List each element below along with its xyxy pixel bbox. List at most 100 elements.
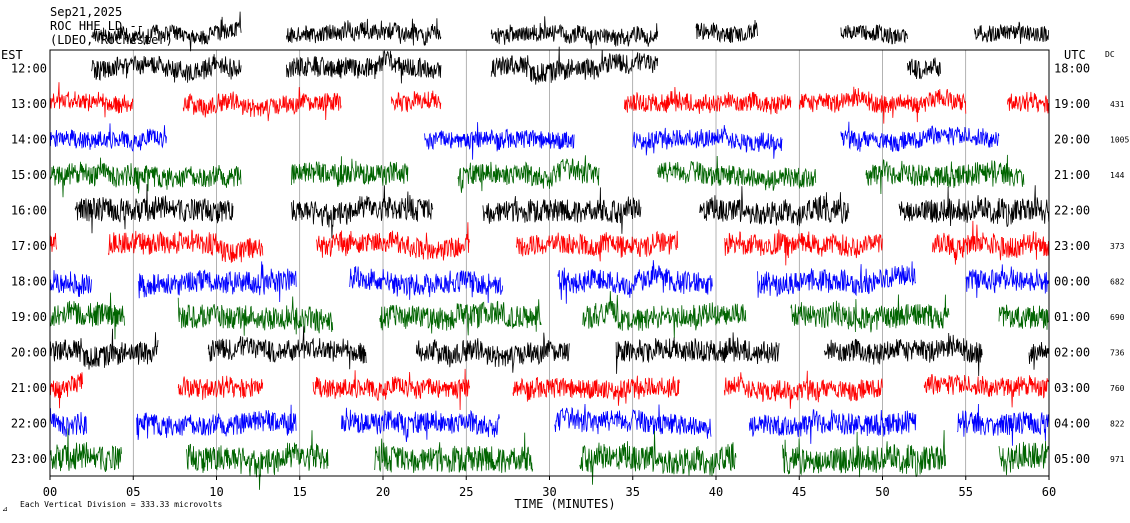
dc-header: DC: [1105, 50, 1115, 59]
trace-segment: [49, 123, 167, 152]
trace-segment: [798, 86, 967, 124]
row-labels: 12:00 18:00 13:00 19:00 431 14:00 20:00 1005 15:…: [11, 62, 1130, 467]
est-hour-label: 13:00: [11, 97, 47, 111]
trace-segment: [695, 19, 758, 44]
est-hour-label: 20:00: [11, 346, 47, 360]
trace-segment: [91, 11, 242, 52]
trace-segment: [512, 375, 680, 406]
utc-hour-label: 03:00: [1054, 381, 1090, 395]
trace-segment: [624, 86, 792, 115]
dc-value: 971: [1110, 455, 1125, 464]
grid-lines: [132, 50, 967, 476]
x-tick-label: 15: [293, 485, 307, 499]
trace-segment: [515, 230, 679, 262]
trace-segment: [557, 260, 713, 304]
trace-segment: [291, 156, 409, 187]
header-date: Sep21,2025: [50, 5, 122, 19]
est-hour-label: 21:00: [11, 381, 47, 395]
utc-hour-label: 19:00: [1054, 97, 1090, 111]
trace-segment: [615, 332, 780, 374]
trace-segment: [907, 57, 941, 80]
est-hour-label: 17:00: [11, 239, 47, 253]
trace-segment: [286, 18, 442, 46]
trace-segment: [107, 229, 264, 263]
trace-segment: [965, 264, 1050, 298]
trace-segment: [49, 270, 92, 298]
trace-segment: [932, 220, 1050, 265]
x-tick-label: 10: [209, 485, 223, 499]
utc-hour-label: 22:00: [1054, 204, 1090, 218]
trace-segment: [379, 299, 542, 336]
trace-segment: [91, 54, 242, 83]
trace-segment: [790, 294, 950, 333]
trace-segment: [840, 121, 1000, 152]
utc-hour-label: 02:00: [1054, 346, 1090, 360]
utc-hour-label: 01:00: [1054, 310, 1090, 324]
trace-segment: [74, 184, 234, 234]
trace-segment: [482, 187, 642, 234]
dc-value: 690: [1110, 313, 1125, 322]
trace-segment: [177, 296, 334, 336]
utc-hour-label: 04:00: [1054, 417, 1090, 431]
utc-hour-label: 00:00: [1054, 275, 1090, 289]
trace-segment: [957, 403, 1050, 446]
trace-segment: [49, 372, 84, 409]
dc-value: 760: [1110, 384, 1125, 393]
utc-hour-label: 23:00: [1054, 239, 1090, 253]
dc-value: 373: [1110, 242, 1125, 251]
trace-segment: [757, 261, 916, 298]
est-hour-label: 22:00: [11, 417, 47, 431]
trace-segment: [341, 407, 500, 443]
trace-segment: [49, 328, 159, 370]
trace-segment: [349, 266, 504, 303]
trace-segment: [49, 428, 122, 473]
trace-segment: [490, 16, 659, 49]
trace-segment: [923, 373, 1049, 408]
x-tick-label: 20: [376, 485, 390, 499]
trace-segment: [312, 368, 470, 411]
x-axis-title: TIME (MINUTES): [514, 497, 615, 511]
trace-segment: [823, 332, 983, 377]
x-tick-label: 35: [626, 485, 640, 499]
x-tick-label: 55: [959, 485, 973, 499]
dc-value: 1005: [1110, 136, 1129, 145]
footer-note: Each Vertical Division = 333.33 microvol…: [20, 500, 222, 509]
trace-segment: [723, 370, 883, 409]
x-tick-label: 05: [126, 485, 140, 499]
trace-segment: [424, 122, 575, 160]
dc-value: 682: [1110, 278, 1125, 287]
trace-segment: [554, 403, 712, 439]
est-hour-label: 19:00: [11, 310, 47, 324]
utc-hour-label: 18:00: [1054, 62, 1090, 76]
trace-segment: [1028, 341, 1049, 370]
trace-segment: [657, 155, 817, 191]
est-axis-label: EST: [1, 48, 23, 62]
trace-segment: [1007, 91, 1050, 114]
trace-segment: [748, 409, 917, 444]
trace-segment: [840, 23, 908, 45]
x-axis-ticks: 00 05 10 15 20 25 30 35 40 45 50 55 60: [43, 476, 1056, 499]
est-hour-label: 23:00: [11, 452, 47, 466]
trace-segment: [291, 185, 434, 239]
trace-segment: [49, 292, 125, 340]
trace-segment: [998, 440, 1049, 476]
trace-segment: [579, 430, 737, 485]
x-tick-label: 50: [875, 485, 889, 499]
trace-segment: [782, 430, 946, 478]
utc-hour-label: 05:00: [1054, 452, 1090, 466]
utc-hour-label: 21:00: [1054, 168, 1090, 182]
est-hour-label: 14:00: [11, 133, 47, 147]
dc-value: 822: [1110, 420, 1125, 429]
trace-segment: [182, 87, 342, 122]
x-tick-label: 60: [1042, 485, 1056, 499]
dc-value: 431: [1110, 100, 1125, 109]
dc-value: 144: [1110, 171, 1125, 180]
trace-traces: [49, 11, 1050, 490]
trace-segment: [316, 222, 470, 261]
x-tick-label: 45: [792, 485, 806, 499]
utc-axis-label: UTC: [1064, 48, 1086, 62]
trace-segment: [49, 233, 57, 252]
x-tick-label: 40: [709, 485, 723, 499]
